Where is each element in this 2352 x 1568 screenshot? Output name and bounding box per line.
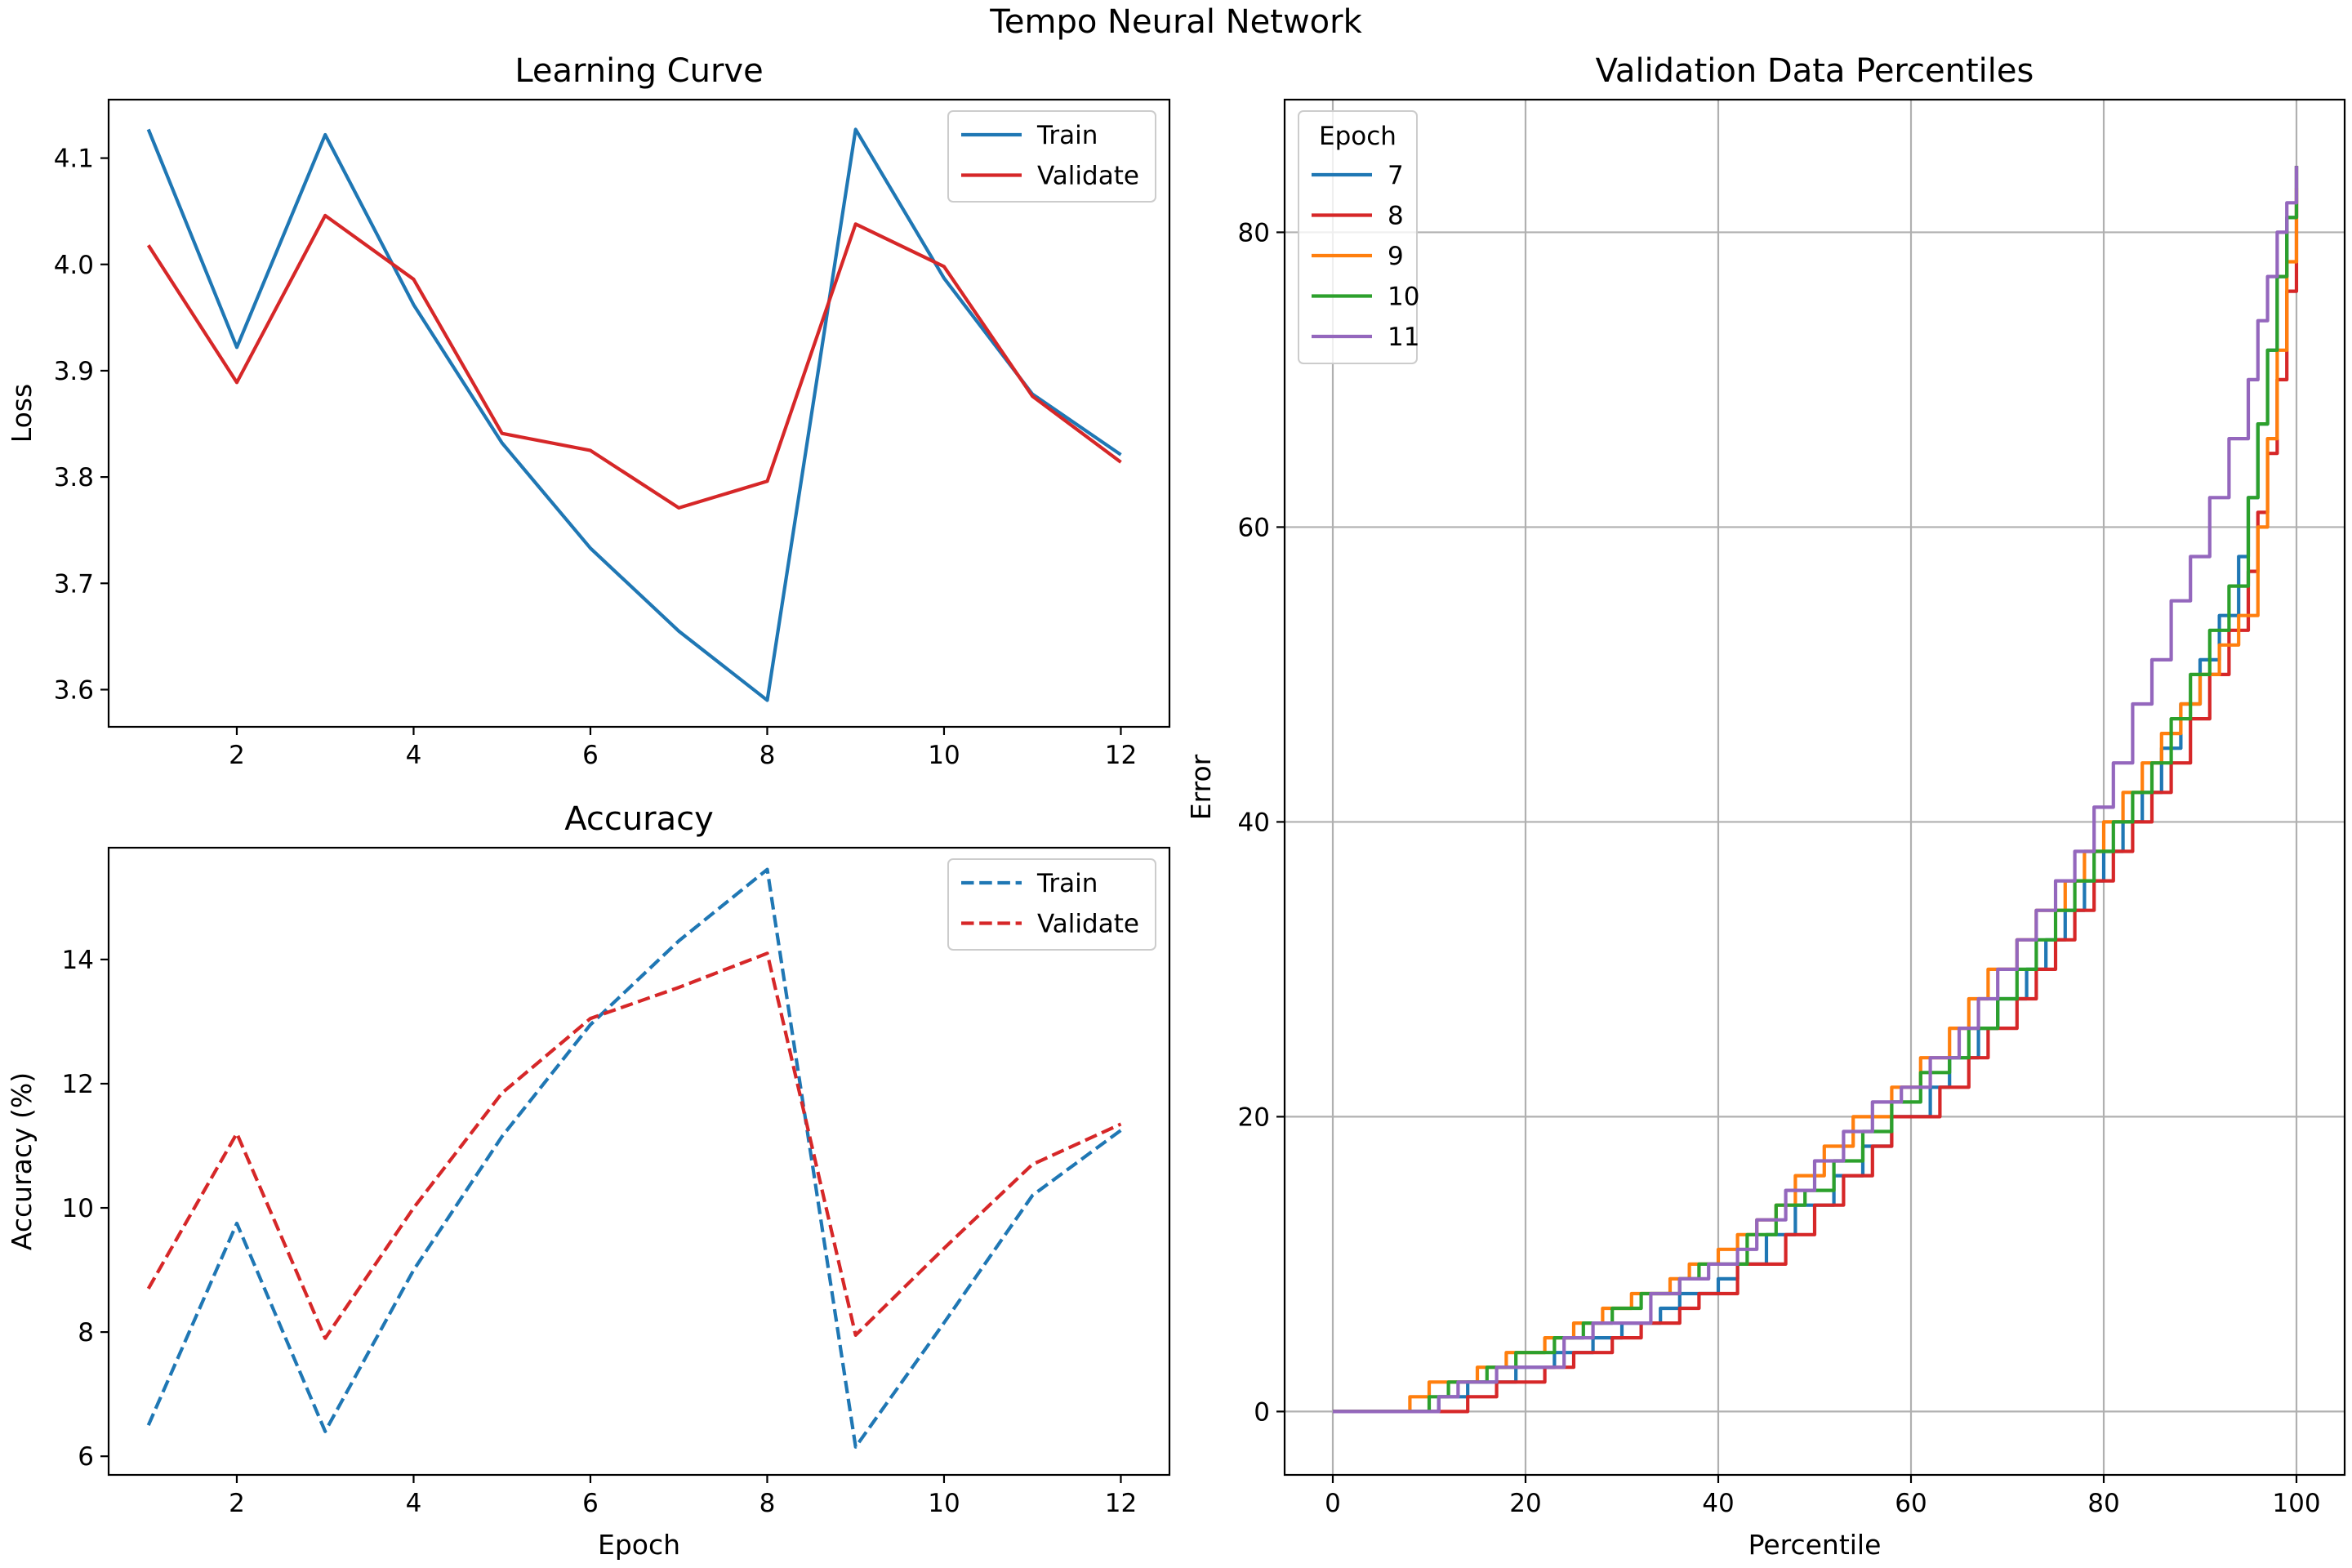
x-tick-label: 10 [928,1489,960,1518]
legend-label-8: 8 [1388,202,1404,231]
legend-title: Epoch [1319,122,1396,151]
x-tick-label: 0 [1325,1489,1341,1518]
x-tick-label: 10 [928,741,960,770]
y-tick-label: 4.1 [54,145,94,174]
series-line-train [146,127,1122,702]
chart-title: Validation Data Percentiles [1596,52,2034,90]
x-tick-label: 20 [1509,1489,1541,1518]
y-tick-label: 60 [1238,513,1270,542]
y-tick-label: 3.9 [54,357,94,386]
x-tick-label: 12 [1105,741,1137,770]
axes-frame [107,846,1171,1477]
y-tick-label: 40 [1238,808,1270,837]
y-axis-label: Loss [6,384,38,443]
legend-label-10: 10 [1388,283,1419,312]
x-tick-label: 60 [1895,1489,1927,1518]
y-axis-label: Accuracy (%) [6,1072,38,1250]
chart-title: Accuracy [564,800,714,838]
x-tick-label: 40 [1702,1489,1734,1518]
y-tick-label: 10 [62,1194,94,1223]
x-tick-label: 8 [760,741,776,770]
legend-label-train: Train [1036,121,1098,150]
legend: Train Validate [947,110,1156,203]
x-tick-label: 6 [582,741,599,770]
x-tick-label: 4 [406,741,422,770]
legend-label-train: Train [1036,869,1098,898]
chart-title: Learning Curve [514,52,763,90]
y-tick-label: 0 [1254,1397,1270,1427]
legend: Epoch 7 8 9 10 11 [1298,110,1419,364]
legend-label-9: 9 [1388,242,1404,271]
axes-frame [1283,98,2346,1477]
x-tick-label: 100 [2272,1489,2320,1518]
x-axis-label: Epoch [598,1529,680,1561]
x-tick-label: 12 [1105,1489,1137,1518]
x-tick-label: 2 [229,1489,245,1518]
series-line-validate [146,213,1122,510]
x-axis-label: Percentile [1748,1529,1882,1561]
y-tick-label: 4.0 [54,251,94,280]
y-tick-label: 20 [1238,1102,1270,1132]
y-tick-label: 80 [1238,218,1270,247]
x-tick-label: 8 [760,1489,776,1518]
y-tick-label: 14 [62,946,94,975]
validation-percentiles-chart: 0 20 40 60 80 100 0 20 40 60 80 Validation Data Per… [1185,52,2346,1561]
x-tick-label: 4 [406,1489,422,1518]
legend-label-11: 11 [1388,323,1419,352]
axes-frame [107,98,1171,728]
y-tick-label: 3.7 [54,569,94,599]
learning-curve-chart: 2 4 6 8 10 12 3.6 3.7 3.8 3.9 4.0 4.1 Learning Curve… [6,52,1171,770]
y-tick-label: 12 [62,1070,94,1099]
y-tick-label: 6 [78,1442,94,1472]
legend-label-7: 7 [1388,161,1404,190]
y-tick-label: 3.8 [54,463,94,492]
series-line-11 [1333,166,2299,1414]
series-line-train [146,867,1122,1449]
x-tick-label: 80 [2087,1489,2119,1518]
y-tick-label: 8 [78,1318,94,1348]
legend-label-validate: Validate [1037,162,1139,191]
figure-suptitle: Tempo Neural Network [989,3,1362,41]
y-tick-label: 3.6 [54,675,94,705]
x-tick-label: 6 [582,1489,599,1518]
legend: Train Validate [947,858,1156,951]
y-axis-label: Error [1185,754,1217,820]
legend-label-validate: Validate [1037,910,1139,939]
series-line-8 [1333,166,2299,1414]
series-line-validate [146,951,1122,1340]
x-tick-label: 2 [229,741,245,770]
accuracy-chart: 2 4 6 8 10 12 6 8 10 12 14 Accuracy Epoch Accuracy (%… [6,800,1171,1561]
